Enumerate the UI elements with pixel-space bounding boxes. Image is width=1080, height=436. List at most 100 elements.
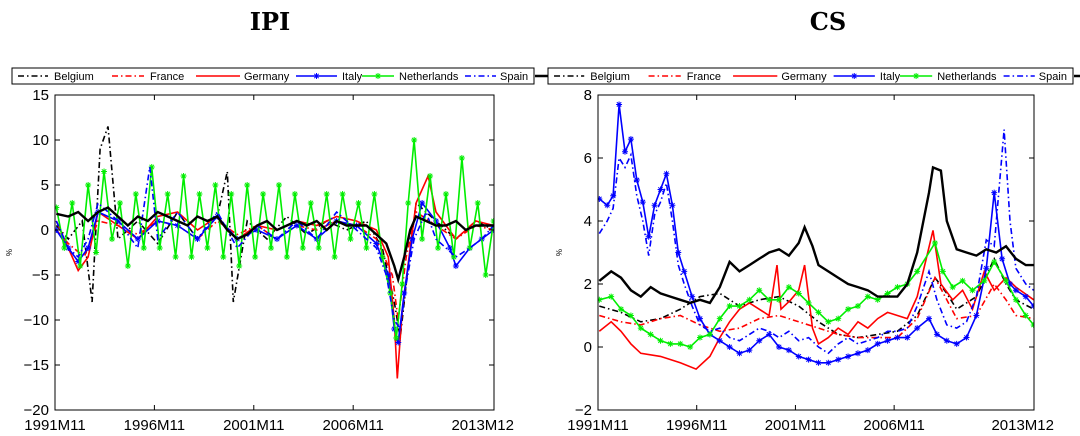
data-point-italy: [845, 353, 852, 360]
data-point-netherlands: [148, 164, 155, 170]
data-point-netherlands: [931, 240, 938, 247]
y-tick-label: 8: [584, 87, 592, 104]
data-point-italy: [864, 347, 871, 354]
data-point-italy: [391, 326, 398, 332]
data-point-netherlands: [815, 309, 822, 316]
data-point-netherlands: [347, 236, 354, 242]
series-group: [598, 101, 1034, 371]
data-point-netherlands: [697, 334, 704, 341]
data-point-netherlands: [756, 287, 763, 294]
data-point-netherlands: [874, 296, 881, 303]
data-point-italy: [639, 199, 646, 206]
data-point-netherlands: [379, 254, 386, 260]
y-tick-label: −20: [24, 402, 49, 419]
data-point-netherlands: [854, 303, 861, 310]
data-point-netherlands: [101, 168, 108, 175]
data-point-italy: [657, 186, 664, 193]
data-point-netherlands: [775, 296, 782, 303]
data-point-netherlands: [77, 263, 84, 269]
data-point-italy: [933, 331, 940, 338]
data-point-italy: [689, 293, 696, 300]
data-point-netherlands: [959, 277, 966, 284]
data-point-italy: [904, 334, 911, 341]
series-group: [55, 126, 494, 379]
data-point-italy: [815, 359, 822, 366]
plot-frame: [54, 94, 495, 411]
data-point-netherlands: [419, 236, 426, 242]
data-point-italy: [446, 245, 453, 251]
data-point-netherlands: [164, 191, 171, 197]
chart-panel-2: CS Belgium France Germany Italy Netherlands Sp…: [547, 7, 1080, 434]
data-point-italy: [991, 189, 998, 196]
x-tick-label: 1996M11: [124, 417, 185, 434]
y-tick-label: 2: [584, 276, 592, 293]
series-line-italy: [598, 104, 1034, 364]
legend-label-belgium: Belgium: [590, 71, 630, 83]
data-point-netherlands: [608, 293, 615, 300]
data-point-netherlands: [637, 325, 644, 332]
x-tick-label: 2013M12: [991, 417, 1054, 434]
data-point-netherlands: [132, 191, 139, 197]
data-point-italy: [395, 339, 402, 346]
data-point-netherlands: [228, 191, 235, 197]
series-line-germany: [598, 230, 1034, 371]
data-point-italy: [726, 344, 733, 350]
y-tick-label: 0: [584, 339, 592, 356]
series-line-belgium: [599, 256, 1034, 339]
legend-label-italy: Italy: [342, 71, 363, 83]
data-point-netherlands: [647, 331, 654, 338]
data-point-italy: [874, 340, 881, 347]
data-point-italy: [627, 136, 634, 143]
legend-label-france: France: [150, 71, 184, 83]
data-point-italy: [433, 218, 440, 224]
data-point-italy: [1022, 293, 1029, 300]
data-point-italy: [973, 312, 980, 319]
data-point-netherlands: [172, 254, 179, 260]
data-point-netherlands: [196, 191, 203, 197]
data-point-italy: [825, 359, 832, 366]
legend-marker-netherlands: [913, 73, 920, 79]
data-point-italy: [999, 255, 1006, 262]
data-point-netherlands: [450, 254, 457, 260]
data-point-italy: [610, 192, 617, 199]
plot-frame: [597, 94, 1035, 411]
series-line-germany: [55, 173, 494, 379]
data-point-netherlands: [825, 318, 832, 325]
data-point-netherlands: [894, 284, 901, 291]
data-point-netherlands: [236, 263, 243, 269]
legend-label-netherlands: Netherlands: [399, 71, 459, 83]
data-point-italy: [114, 218, 121, 224]
legend-marker-netherlands: [375, 73, 381, 79]
data-point-netherlands: [667, 340, 674, 347]
data-point-italy: [1012, 287, 1019, 294]
data-point-netherlands: [677, 340, 684, 347]
data-point-italy: [134, 236, 141, 242]
data-point-netherlands: [706, 331, 713, 338]
legend-label-germany: Germany: [244, 71, 290, 83]
data-point-netherlands: [405, 200, 412, 206]
data-point-italy: [953, 340, 960, 347]
y-tick-label: −15: [24, 357, 49, 374]
data-point-netherlands: [1003, 277, 1010, 284]
data-point-netherlands: [1012, 296, 1019, 303]
data-point-netherlands: [55, 204, 60, 211]
data-point-italy: [633, 177, 640, 184]
data-point-netherlands: [949, 284, 956, 291]
data-point-netherlands: [291, 191, 298, 197]
legend: Belgium France Germany Italy Netherlands Spai…: [547, 67, 1080, 85]
data-point-netherlands: [864, 293, 871, 300]
data-point-italy: [805, 356, 812, 363]
legend-marker-italy: [313, 73, 320, 79]
data-point-italy: [651, 202, 658, 209]
data-point-netherlands: [627, 312, 634, 319]
data-point-netherlands: [252, 254, 259, 260]
data-point-netherlands: [657, 337, 664, 344]
y-tick-label: 15: [32, 87, 49, 104]
data-point-netherlands: [275, 182, 282, 188]
data-point-netherlands: [726, 303, 733, 310]
data-point-italy: [1006, 281, 1013, 287]
x-tick-label: 1991M11: [567, 417, 628, 434]
data-point-italy: [675, 249, 682, 256]
data-point-netherlands: [785, 284, 792, 291]
